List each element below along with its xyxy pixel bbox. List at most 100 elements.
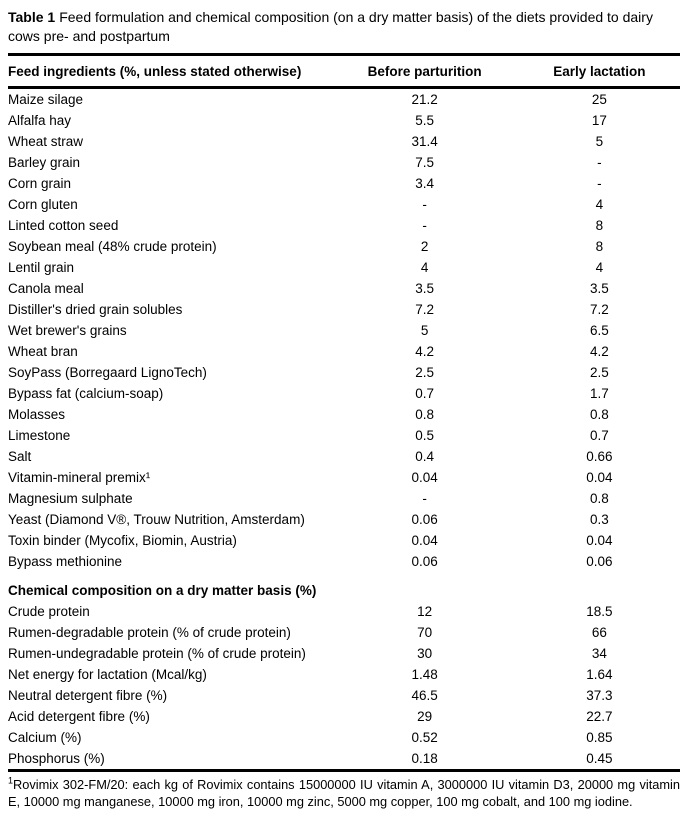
ingredient-before-value: 0.4 [415,449,435,464]
ingredient-before-value: 4 [420,260,429,275]
ingredient-name: Linted cotton seed [8,218,119,233]
ingredient-early-value: 0.8 [589,407,609,422]
ingredient-name: Limestone [8,428,71,443]
composition-row: Net energy for lactation (Mcal/kg) 1.48 … [8,664,680,685]
table-header-row: Feed ingredients (%, unless stated other… [8,53,680,89]
composition-row: Rumen-degradable protein (% of crude pro… [8,622,680,643]
ingredient-name: Bypass fat (calcium-soap) [8,386,164,401]
ingredient-early-value: 4 [595,260,604,275]
ingredient-row: Magnesium sulphate - 0.8 [8,488,680,509]
ingredient-name: Salt [8,449,32,464]
composition-name: Phosphorus (%) [8,751,105,766]
ingredient-before-value: 7.5 [415,155,435,170]
column-header-before-parturition: Before parturition [330,53,519,89]
ingredient-name: Vitamin-mineral premix¹ [8,470,151,485]
ingredient-before-value: 5 [420,323,429,338]
composition-row: Crude protein 12 18.5 [8,601,680,622]
composition-early-value: 18.5 [586,604,613,619]
composition-section: Chemical composition on a dry matter bas… [8,572,680,771]
ingredient-early-value: 1.7 [589,386,609,401]
ingredient-row: SoyPass (Borregaard LignoTech) 2.5 2.5 [8,362,680,383]
ingredient-row: Wheat bran 4.2 4.2 [8,341,680,362]
composition-before-value: 70 [417,625,433,640]
ingredient-before-value: 0.04 [411,470,438,485]
composition-row: Calcium (%) 0.52 0.85 [8,727,680,748]
ingredient-early-value: 0.7 [589,428,609,443]
composition-name: Calcium (%) [8,730,82,745]
composition-before-value: 30 [417,646,433,661]
ingredient-before-value: 0.5 [415,428,435,443]
composition-early-value: 22.7 [586,709,613,724]
ingredient-row: Lentil grain 4 4 [8,257,680,278]
composition-row: Phosphorus (%) 0.18 0.45 [8,748,680,771]
composition-early-value: 66 [591,625,607,640]
ingredient-before-value: 0.8 [415,407,435,422]
ingredient-before-value: 0.06 [411,554,438,569]
ingredient-early-value: - [597,176,602,191]
composition-name: Rumen-undegradable protein (% of crude p… [8,646,306,661]
composition-early-value: 1.64 [586,667,613,682]
ingredient-early-value: 0.66 [586,449,613,464]
ingredient-row: Corn grain 3.4 - [8,173,680,194]
ingredient-row: Maize silage 21.2 25 [8,88,680,111]
ingredient-name: Alfalfa hay [8,113,72,128]
ingredient-row: Bypass fat (calcium-soap) 0.7 1.7 [8,383,680,404]
ingredient-early-value: 5 [595,134,604,149]
ingredient-early-value: 4.2 [589,344,609,359]
ingredient-before-value: 0.06 [411,512,438,527]
ingredient-before-value: - [422,197,427,212]
ingredient-row: Alfalfa hay 5.5 17 [8,110,680,131]
footnote-marker: 1 [8,775,14,786]
ingredient-before-value: 0.04 [411,533,438,548]
ingredient-early-value: 4 [595,197,604,212]
ingredient-row: Canola meal 3.5 3.5 [8,278,680,299]
ingredient-before-value: 4.2 [415,344,435,359]
ingredient-early-value: 8 [595,218,604,233]
ingredient-row: Yeast (Diamond V®, Trouw Nutrition, Amst… [8,509,680,530]
ingredient-row: Wet brewer's grains 5 6.5 [8,320,680,341]
ingredient-name: SoyPass (Borregaard LignoTech) [8,365,207,380]
section-header: Chemical composition on a dry matter bas… [8,583,317,598]
ingredient-before-value: 31.4 [411,134,438,149]
ingredient-row: Linted cotton seed - 8 [8,215,680,236]
ingredient-early-value: 2.5 [589,365,609,380]
ingredient-early-value: 8 [595,239,604,254]
ingredient-early-value: 6.5 [589,323,609,338]
section-gap [8,572,680,580]
ingredient-early-value: 0.3 [589,512,609,527]
ingredient-before-value: 3.4 [415,176,435,191]
ingredient-name: Soybean meal (48% crude protein) [8,239,217,254]
ingredient-name: Maize silage [8,92,84,107]
table-caption-text: Feed formulation and chemical compositio… [8,9,653,44]
ingredient-early-value: 25 [591,92,607,107]
footnote-text: Rovimix 302-FM/20: each kg of Rovimix co… [8,777,680,809]
ingredient-name: Wheat straw [8,134,84,149]
ingredient-row: Distiller's dried grain solubles 7.2 7.2 [8,299,680,320]
composition-early-value: 0.45 [586,751,613,766]
feed-composition-table: Feed ingredients (%, unless stated other… [8,53,680,772]
ingredient-early-value: 3.5 [589,281,609,296]
table-header: Feed ingredients (%, unless stated other… [8,53,680,89]
ingredient-before-value: 0.7 [415,386,435,401]
ingredient-row: Molasses 0.8 0.8 [8,404,680,425]
ingredient-before-value: 2.5 [415,365,435,380]
composition-early-value: 0.85 [586,730,613,745]
ingredient-row: Soybean meal (48% crude protein) 2 8 [8,236,680,257]
ingredient-name: Distiller's dried grain solubles [8,302,183,317]
ingredient-before-value: 3.5 [415,281,435,296]
ingredient-before-value: 5.5 [415,113,435,128]
section-header-row: Chemical composition on a dry matter bas… [8,580,680,601]
composition-before-value: 29 [417,709,433,724]
ingredient-name: Toxin binder (Mycofix, Biomin, Austria) [8,533,237,548]
ingredient-row: Limestone 0.5 0.7 [8,425,680,446]
ingredient-row: Corn gluten - 4 [8,194,680,215]
composition-before-value: 12 [417,604,433,619]
ingredient-name: Lentil grain [8,260,75,275]
ingredient-before-value: - [422,218,427,233]
ingredient-row: Wheat straw 31.4 5 [8,131,680,152]
ingredient-name: Barley grain [8,155,81,170]
ingredient-name: Canola meal [8,281,84,296]
ingredients-section: Maize silage 21.2 25 Alfalfa hay 5.5 17 … [8,88,680,573]
composition-name: Rumen-degradable protein (% of crude pro… [8,625,291,640]
